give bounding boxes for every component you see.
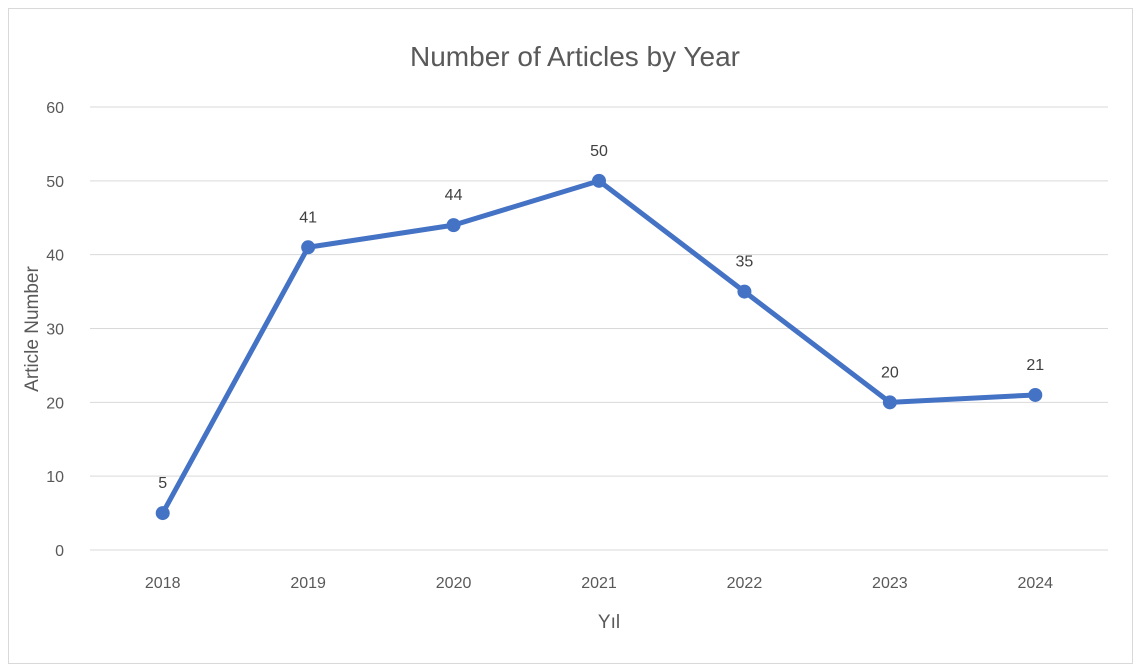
series-layer (155, 173, 1043, 521)
data-label: 41 (299, 209, 317, 226)
chart-frame (8, 8, 1133, 664)
data-label: 35 (736, 254, 754, 271)
y-tick-labels: 0 10 20 30 40 50 60 (46, 100, 64, 560)
data-label: 44 (445, 187, 463, 204)
data-label: 21 (1026, 357, 1044, 374)
data-label: 50 (590, 143, 608, 160)
data-label: 20 (881, 364, 899, 381)
y-tick-label: 10 (46, 469, 64, 486)
y-tick-label: 60 (46, 100, 64, 117)
data-point (1028, 387, 1043, 402)
x-tick-label: 2020 (436, 575, 472, 592)
gridlines (90, 106, 1108, 551)
data-point (155, 506, 170, 521)
data-point (592, 173, 606, 188)
y-tick-label: 30 (46, 322, 64, 339)
x-tick-label: 2021 (581, 575, 617, 592)
data-point (737, 284, 752, 299)
x-tick-label: 2018 (145, 575, 181, 592)
chart-title: Number of Articles by Year (410, 41, 740, 72)
series-line (160, 178, 1038, 516)
x-tick-label: 2022 (727, 575, 763, 592)
data-point (882, 395, 897, 410)
data-point (446, 218, 461, 233)
y-tick-label: 40 (46, 248, 64, 265)
x-tick-labels: 2018 2019 2020 2021 2022 2023 2024 (145, 575, 1053, 592)
x-tick-label: 2024 (1017, 575, 1053, 592)
y-tick-label: 20 (46, 395, 64, 412)
y-tick-label: 0 (55, 543, 64, 560)
x-tick-label: 2019 (290, 575, 326, 592)
data-point (301, 240, 316, 255)
x-tick-label: 2023 (872, 575, 908, 592)
y-tick-label: 50 (46, 174, 64, 191)
data-label: 5 (158, 475, 167, 492)
data-labels: 5 41 44 50 35 20 21 (158, 143, 1044, 492)
y-axis-title: Article Number (22, 266, 43, 392)
x-axis-title: Yıl (598, 612, 620, 633)
